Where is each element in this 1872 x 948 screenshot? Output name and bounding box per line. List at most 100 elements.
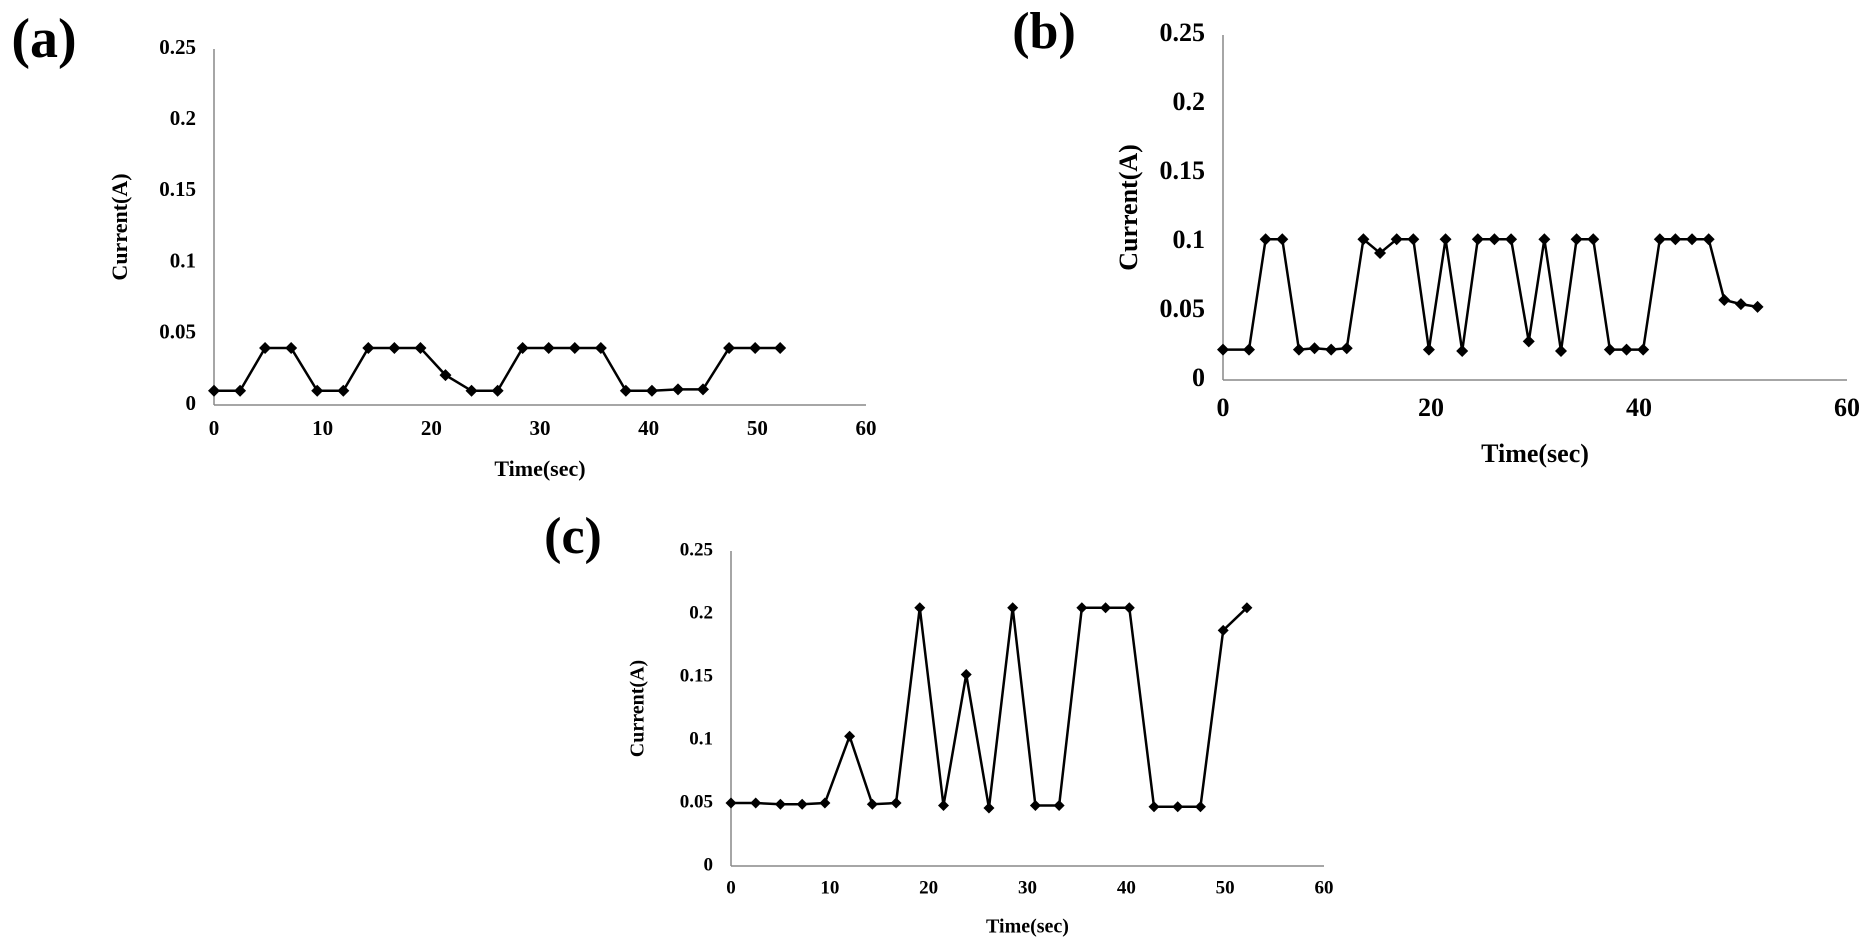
data-point bbox=[1637, 343, 1650, 356]
data-point bbox=[1555, 345, 1567, 358]
data-point bbox=[914, 602, 926, 614]
y-tick-label: 0.15 bbox=[1160, 156, 1206, 185]
data-point bbox=[774, 798, 786, 810]
data-point bbox=[1007, 602, 1019, 614]
data-point bbox=[1718, 293, 1731, 306]
data-point bbox=[725, 797, 737, 809]
y-tick-label: 0 bbox=[186, 391, 197, 415]
data-point bbox=[1259, 233, 1272, 246]
data-point bbox=[1407, 233, 1420, 246]
data-point bbox=[234, 384, 247, 397]
y-tick-label: 0.05 bbox=[680, 791, 713, 812]
data-point bbox=[749, 342, 762, 355]
y-axis-title: Current(A) bbox=[107, 173, 132, 280]
data-point bbox=[259, 342, 272, 355]
data-point bbox=[1357, 233, 1370, 246]
x-tick-label: 60 bbox=[856, 416, 877, 440]
x-axis-title: Time(sec) bbox=[986, 916, 1069, 938]
data-point bbox=[337, 384, 350, 397]
panel-label: (a) bbox=[11, 8, 76, 70]
data-point bbox=[960, 668, 972, 680]
data-point bbox=[311, 384, 324, 397]
data-point bbox=[1123, 602, 1135, 614]
data-point bbox=[844, 730, 856, 742]
data-point bbox=[1456, 345, 1469, 358]
x-tick-label: 40 bbox=[638, 416, 659, 440]
data-point bbox=[1172, 801, 1184, 813]
data-point bbox=[285, 342, 298, 355]
data-line bbox=[214, 346, 781, 393]
data-point bbox=[723, 342, 736, 355]
x-tick-label: 0 bbox=[1217, 393, 1230, 422]
data-point bbox=[414, 342, 427, 355]
data-point bbox=[1505, 233, 1518, 246]
y-tick-label: 0.2 bbox=[689, 602, 713, 623]
data-point bbox=[1217, 624, 1229, 636]
data-point bbox=[619, 384, 632, 397]
data-point bbox=[983, 802, 995, 814]
data-point bbox=[1100, 602, 1112, 614]
x-tick-label: 30 bbox=[530, 416, 551, 440]
data-point bbox=[645, 384, 658, 397]
x-axis-title: Time(sec) bbox=[1481, 439, 1589, 468]
data-line bbox=[1223, 236, 1758, 352]
panel-label: (c) bbox=[544, 508, 602, 565]
data-point bbox=[1308, 342, 1321, 355]
data-point bbox=[1241, 602, 1253, 614]
x-tick-label: 60 bbox=[1315, 877, 1334, 898]
data-point bbox=[1620, 343, 1633, 356]
data-point bbox=[866, 798, 878, 810]
data-point bbox=[1751, 300, 1764, 313]
y-tick-label: 0.15 bbox=[159, 177, 196, 201]
x-tick-label: 20 bbox=[421, 416, 442, 440]
x-tick-label: 20 bbox=[919, 877, 938, 898]
data-point bbox=[362, 342, 375, 355]
y-tick-label: 0 bbox=[704, 854, 714, 875]
data-point bbox=[208, 384, 220, 397]
data-point bbox=[1325, 343, 1338, 356]
y-tick-label: 0.2 bbox=[1173, 87, 1206, 116]
data-point bbox=[1702, 233, 1715, 246]
data-point bbox=[1390, 233, 1403, 246]
data-point bbox=[1522, 335, 1535, 348]
data-point bbox=[568, 342, 581, 355]
data-point bbox=[890, 797, 902, 809]
x-tick-label: 40 bbox=[1117, 877, 1136, 898]
data-point bbox=[819, 797, 831, 809]
x-tick-label: 60 bbox=[1834, 393, 1860, 422]
y-tick-label: 0.1 bbox=[689, 728, 713, 749]
data-line bbox=[731, 606, 1248, 809]
data-point bbox=[1029, 800, 1041, 812]
x-tick-label: 0 bbox=[209, 416, 220, 440]
data-point bbox=[1292, 343, 1305, 356]
x-tick-label: 30 bbox=[1018, 877, 1037, 898]
y-tick-label: 0.25 bbox=[680, 539, 713, 560]
data-point bbox=[388, 342, 401, 355]
y-tick-label: 0.25 bbox=[159, 35, 196, 59]
data-point bbox=[1439, 233, 1452, 246]
y-tick-label: 0.25 bbox=[1160, 18, 1206, 47]
data-point bbox=[516, 342, 529, 355]
data-point bbox=[594, 342, 607, 355]
data-point bbox=[1276, 233, 1289, 246]
x-tick-label: 50 bbox=[1216, 877, 1235, 898]
data-point bbox=[1570, 233, 1583, 246]
x-tick-label: 40 bbox=[1626, 393, 1652, 422]
y-tick-label: 0.05 bbox=[159, 320, 196, 344]
data-point bbox=[1686, 233, 1699, 246]
data-point bbox=[439, 369, 452, 382]
data-point bbox=[1488, 233, 1501, 246]
x-tick-label: 20 bbox=[1418, 393, 1444, 422]
data-point bbox=[774, 342, 787, 355]
data-point bbox=[1603, 343, 1616, 356]
data-point bbox=[750, 797, 762, 809]
x-axis-title: Time(sec) bbox=[494, 456, 585, 481]
y-tick-label: 0.2 bbox=[170, 106, 196, 130]
data-point bbox=[1243, 343, 1255, 356]
data-point bbox=[1148, 801, 1160, 813]
x-tick-label: 10 bbox=[820, 877, 839, 898]
data-point bbox=[1076, 602, 1088, 614]
data-point bbox=[542, 342, 555, 355]
data-point bbox=[1422, 343, 1435, 356]
